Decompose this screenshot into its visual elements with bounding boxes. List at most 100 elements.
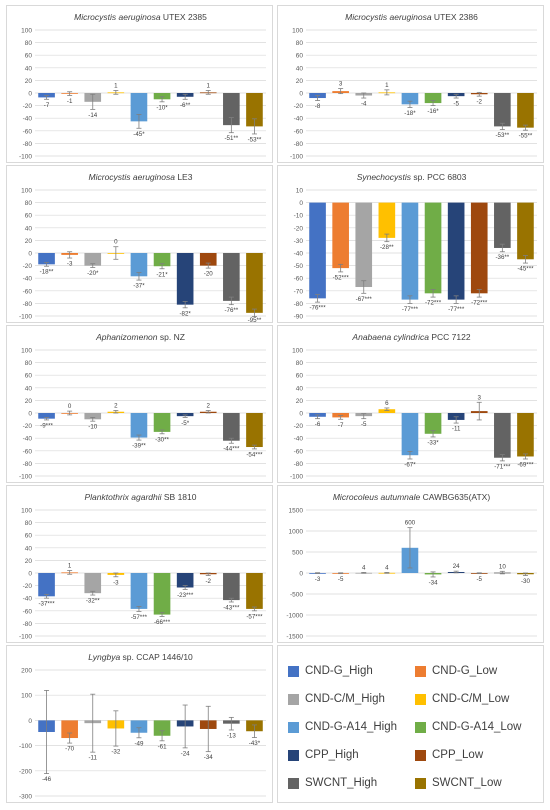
y-tick-label: -50 <box>294 263 304 270</box>
legend-label: CND-C/M_High <box>305 693 385 705</box>
chart-title-rest: sp. PCC 6803 <box>411 172 467 182</box>
bar <box>309 202 326 299</box>
y-tick-label: 40 <box>25 545 33 552</box>
y-tick-label: -80 <box>294 301 304 308</box>
bar <box>517 413 534 457</box>
data-label: 6 <box>385 400 389 407</box>
bar <box>153 413 171 432</box>
y-tick-label: 0 <box>28 411 32 418</box>
y-tick-label: -20 <box>23 103 33 110</box>
data-label: 0 <box>68 403 72 410</box>
bar <box>153 253 171 267</box>
y-tick-label: -80 <box>23 141 33 148</box>
data-label: -33* <box>427 439 439 446</box>
bar <box>223 93 240 126</box>
y-tick-label: -90 <box>294 314 304 321</box>
chart-title: Planktothrix agardhii SB 1810 <box>85 492 197 502</box>
data-label: 2 <box>114 402 118 409</box>
data-label: 3 <box>339 81 343 88</box>
bar <box>199 253 217 266</box>
bar <box>332 202 349 269</box>
data-label: -2 <box>205 578 211 585</box>
y-tick-label: -20 <box>23 263 33 270</box>
data-label: -30 <box>521 578 531 585</box>
data-label: 2 <box>207 402 211 409</box>
chart-svg: Microcystis aeruginosa LE3 100 80 60 40 20 0 -2… <box>19 172 266 324</box>
data-label: -5 <box>476 576 482 583</box>
data-label: -32** <box>86 598 100 605</box>
data-label: 10 <box>499 563 506 570</box>
chart-title: Aphanizomenon sp. NZ <box>95 332 185 342</box>
y-tick-label: -500 <box>290 592 303 599</box>
chart-panel: Lyngbya sp. CCAP 1446/10 200 100 0 -100 -200 -… <box>6 645 273 803</box>
data-label: 3 <box>478 394 482 401</box>
data-label: -53** <box>495 132 509 139</box>
bar <box>223 573 240 601</box>
y-tick-label: 100 <box>21 693 32 700</box>
data-label: -21* <box>156 271 168 278</box>
chart-title: Synechocystis sp. PCC 6803 <box>357 172 467 182</box>
bar <box>223 253 240 301</box>
chart-svg: Microcystis aeruginosa UTEX 2386 100 80 60 4… <box>290 12 537 161</box>
legend-label: CND-G-A14_High <box>305 721 398 733</box>
chart-title: Lyngbya sp. CCAP 1446/10 <box>88 652 193 662</box>
bar <box>378 409 396 413</box>
y-tick-label: -200 <box>19 768 32 775</box>
chart-title-italic: Planktothrix agardhii <box>85 492 163 502</box>
data-label: 24 <box>453 563 460 570</box>
data-label: -24 <box>181 750 191 757</box>
bar <box>176 573 194 588</box>
legend-swatch <box>415 749 426 761</box>
y-tick-label: 100 <box>21 188 32 195</box>
chart-title: Microcystis aeruginosa UTEX 2386 <box>345 12 478 22</box>
y-tick-label: 60 <box>25 53 33 60</box>
data-label: -20* <box>87 270 99 277</box>
y-tick-label: -100 <box>19 314 32 321</box>
chart-title-rest: CAWBG635(ATX) <box>420 492 490 502</box>
y-tick-label: 40 <box>25 65 33 72</box>
y-tick-label: -60 <box>23 288 33 295</box>
legend-swatch <box>288 665 299 677</box>
data-label: -36** <box>495 254 509 261</box>
bar <box>38 413 55 419</box>
bar <box>424 413 442 434</box>
data-label: -57*** <box>246 613 263 620</box>
y-tick-label: 500 <box>292 550 303 557</box>
y-tick-label: 1500 <box>289 508 304 515</box>
bar <box>223 413 240 441</box>
data-label: -77*** <box>448 306 465 313</box>
chart-svg: Microcystis aeruginosa UTEX 2385 100 80 60 4… <box>19 12 266 161</box>
y-tick-label: -100 <box>19 743 32 750</box>
legend-item: CPP_Low <box>415 745 483 765</box>
bar <box>153 93 171 100</box>
legend-label: SWCNT_High <box>305 777 378 789</box>
data-label: 4 <box>385 564 389 571</box>
y-tick-label: -30 <box>294 238 304 245</box>
data-label: -9*** <box>40 422 53 429</box>
y-tick-label: 100 <box>292 28 303 35</box>
y-tick-label: -100 <box>19 634 32 641</box>
legend: CND-G_High CND-G_Low CND-C/M_High CND-C/… <box>277 645 544 803</box>
data-label: -43* <box>249 740 261 747</box>
bar <box>130 253 148 277</box>
chart-title-rest: LE3 <box>175 172 193 182</box>
y-tick-label: 80 <box>296 40 304 47</box>
y-tick-label: -60 <box>23 128 33 135</box>
y-tick-label: -80 <box>23 621 33 628</box>
y-tick-label: -20 <box>294 103 304 110</box>
y-tick-label: 0 <box>299 200 303 207</box>
chart-svg: Planktothrix agardhii SB 1810 100 80 60 40 20… <box>19 492 266 641</box>
bar <box>494 202 511 248</box>
bar <box>84 253 102 266</box>
data-label: -61 <box>158 743 168 750</box>
y-tick-label: 60 <box>25 373 33 380</box>
data-label: 0 <box>114 239 118 246</box>
data-label: -67* <box>404 461 416 468</box>
bar <box>130 573 148 609</box>
y-tick-label: 20 <box>25 398 33 405</box>
y-tick-label: -300 <box>19 794 32 801</box>
data-label: -37* <box>133 283 145 290</box>
y-tick-label: 80 <box>25 40 33 47</box>
chart-title-rest: SB 1810 <box>162 492 197 502</box>
bar <box>470 202 488 294</box>
